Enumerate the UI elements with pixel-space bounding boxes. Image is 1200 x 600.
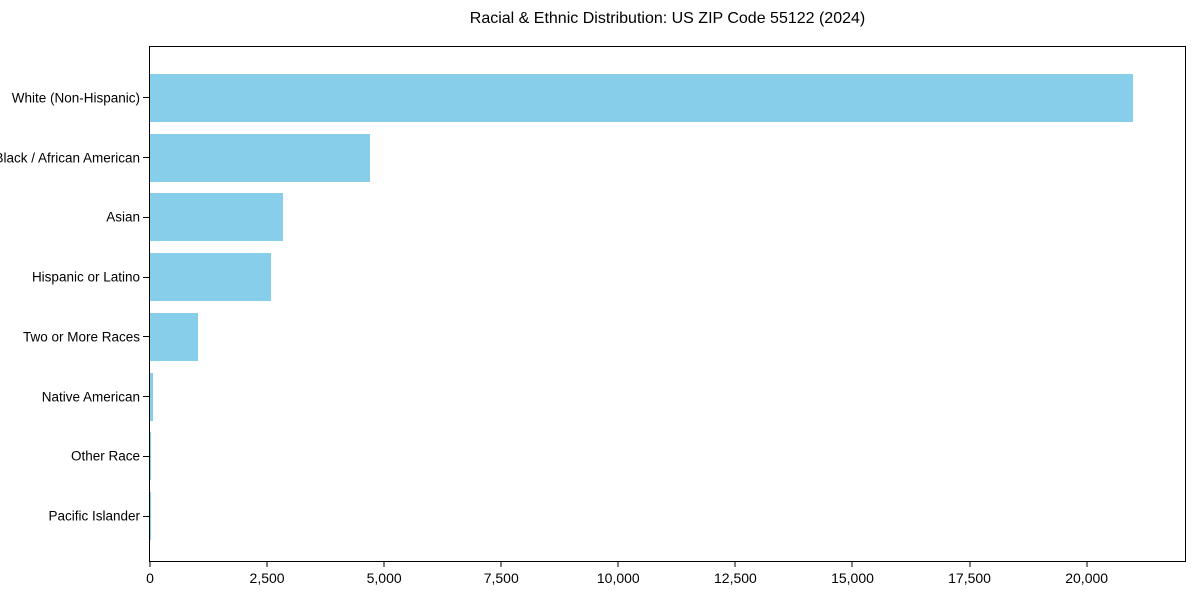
x-axis-tick-label: 5,000 [366, 570, 402, 586]
x-axis-tick [734, 561, 736, 567]
x-axis-tick [266, 561, 268, 567]
bar [150, 432, 151, 481]
x-axis-tick [617, 561, 619, 567]
bar [150, 133, 371, 182]
x-axis-tick-label: 20,000 [1065, 570, 1109, 586]
y-axis-tick [143, 216, 149, 218]
x-axis-tick [851, 561, 853, 567]
y-axis-label: Hispanic or Latino [31, 269, 140, 285]
x-axis-tick [383, 561, 385, 567]
y-axis-tick [143, 336, 149, 338]
y-axis-label: Black / African American [0, 150, 140, 166]
x-axis-tick-label: 7,500 [483, 570, 519, 586]
y-axis-tick [143, 455, 149, 457]
bar [150, 253, 272, 302]
y-axis-label: White (Non-Hispanic) [11, 90, 140, 106]
x-axis-tick-label: 12,500 [713, 570, 757, 586]
y-axis-tick [143, 97, 149, 99]
bar [150, 372, 153, 421]
bar [150, 73, 1134, 122]
bar [150, 312, 198, 361]
x-axis-tick-label: 2,500 [249, 570, 285, 586]
chart-title: Racial & Ethnic Distribution: US ZIP Cod… [469, 10, 866, 27]
x-axis-tick [149, 561, 151, 567]
y-axis-label: Asian [106, 209, 140, 225]
y-axis-label: Pacific Islander [48, 508, 140, 524]
plot-area: White (Non-Hispanic) Black / African Ame… [0, 46, 1186, 586]
y-axis-label: Other Race [70, 448, 140, 464]
bar [150, 193, 283, 242]
x-axis-tick-label: 15,000 [831, 570, 874, 586]
y-axis-tick [143, 396, 149, 398]
x-axis-tick [500, 561, 502, 567]
y-axis-tick [143, 515, 149, 517]
x-axis-tick-label: 17,500 [948, 570, 991, 586]
x-axis-tick-label: 10,000 [596, 570, 640, 586]
y-axis-tick [143, 276, 149, 278]
y-axis-label: Native American [41, 389, 140, 405]
x-axis-tick [969, 561, 971, 567]
x-axis-tick [1086, 561, 1088, 567]
x-axis-tick-label: 0 [146, 570, 154, 586]
y-axis-tick [143, 157, 149, 159]
y-axis-label: Two or More Races [22, 329, 140, 345]
